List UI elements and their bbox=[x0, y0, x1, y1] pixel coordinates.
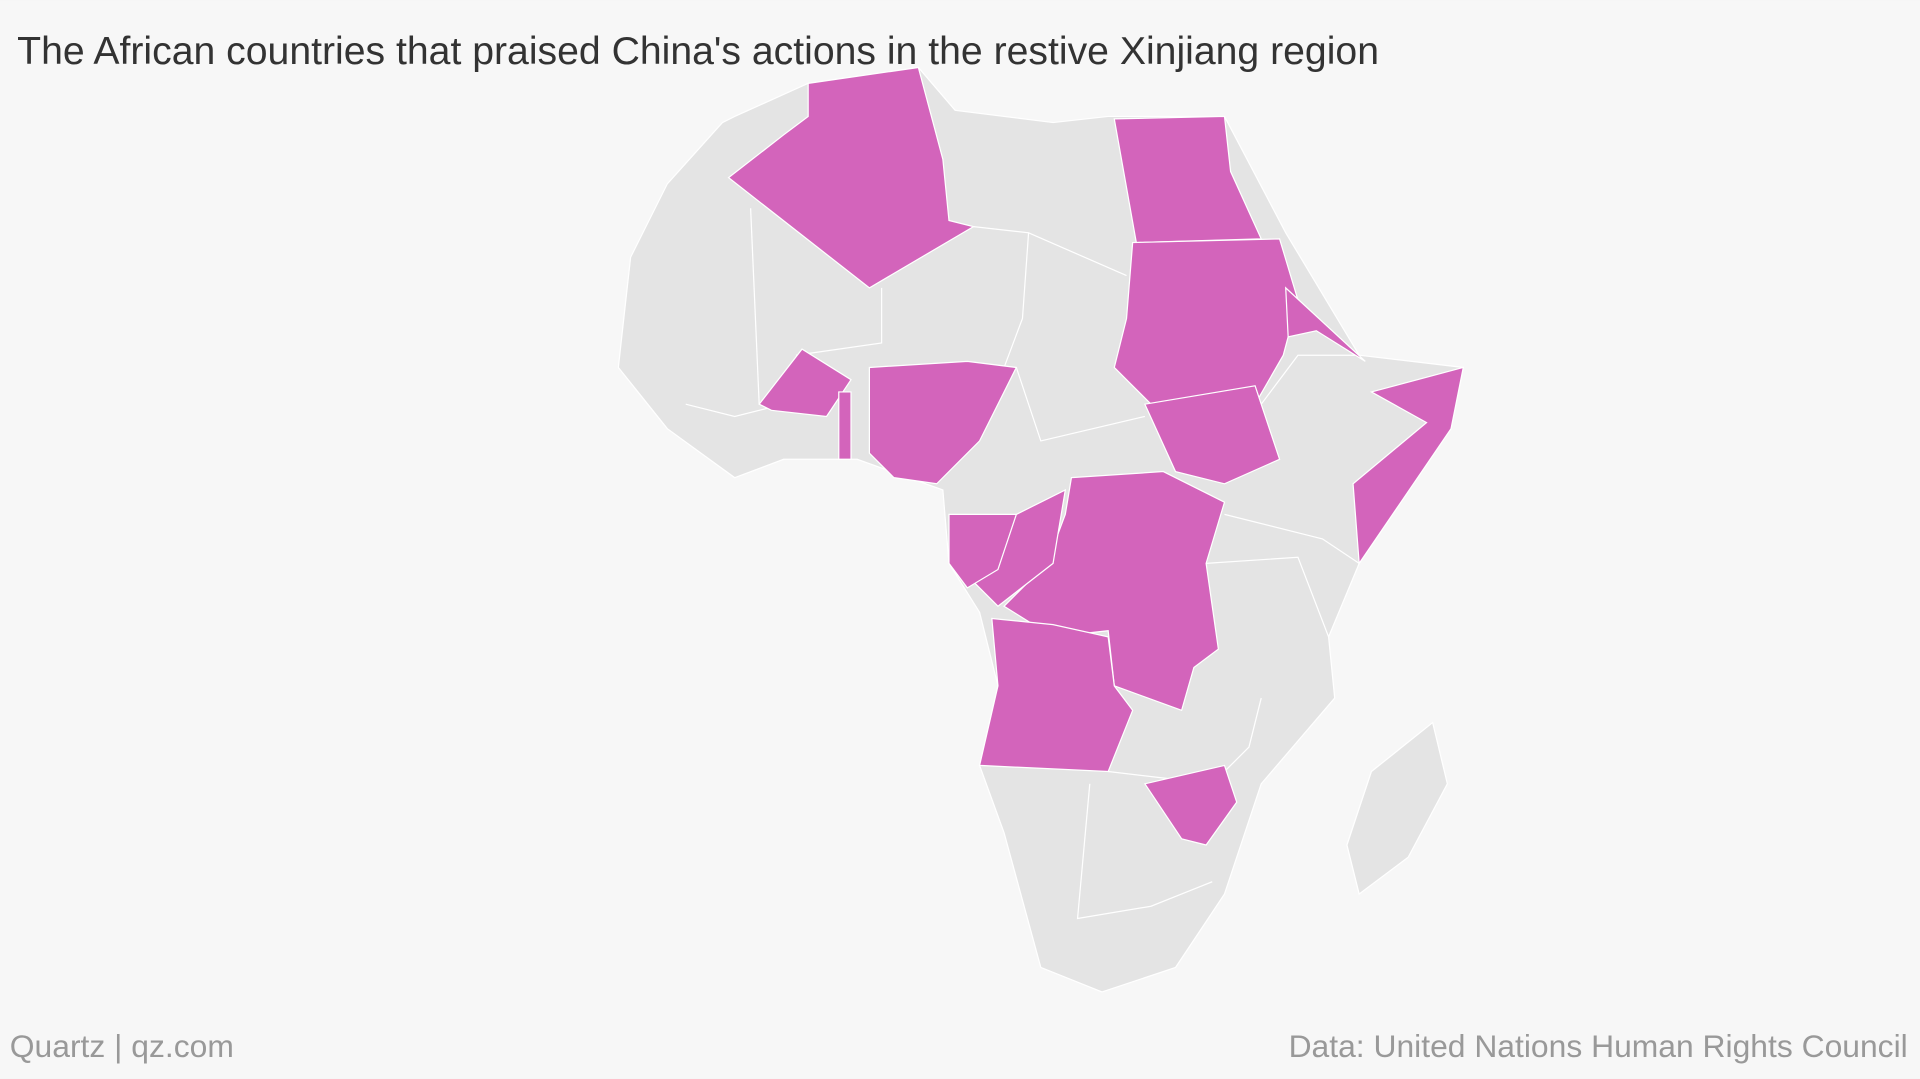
south-sudan bbox=[1144, 385, 1281, 485]
credit: Quartz | qz.com bbox=[10, 1028, 234, 1064]
eritrea bbox=[1285, 286, 1366, 362]
madagascar bbox=[1346, 721, 1448, 896]
borders bbox=[685, 208, 1360, 920]
africa-map bbox=[617, 66, 1465, 993]
somalia bbox=[1352, 366, 1465, 566]
angola bbox=[978, 617, 1134, 773]
gabon bbox=[948, 513, 1018, 589]
source: Data: United Nations Human Rights Counci… bbox=[1289, 1028, 1908, 1064]
algeria bbox=[727, 66, 976, 289]
egypt bbox=[1113, 115, 1263, 244]
zimbabwe bbox=[1143, 764, 1238, 846]
togo bbox=[838, 391, 852, 460]
nigeria bbox=[868, 360, 1018, 485]
title: The African countries that praised China… bbox=[17, 30, 1379, 73]
